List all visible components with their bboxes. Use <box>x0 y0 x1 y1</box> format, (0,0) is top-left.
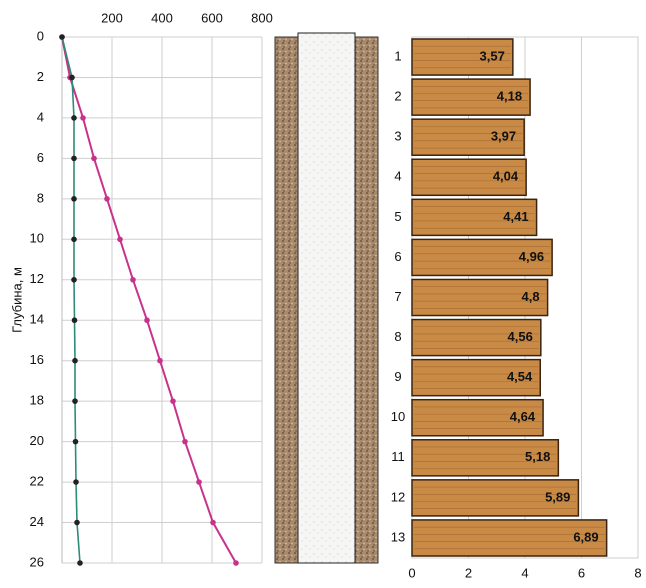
point <box>233 560 239 566</box>
value-label: 4,56 <box>508 329 533 344</box>
value-label: 4,04 <box>493 169 519 184</box>
y-tick-label: 22 <box>30 474 44 489</box>
value-label: 3,57 <box>480 48 505 63</box>
x-tick-label: 8 <box>634 565 641 580</box>
x-tick-label: 4 <box>521 565 528 580</box>
category-label: 6 <box>394 249 401 264</box>
y-tick-label: 8 <box>37 190 44 205</box>
y-tick-label: 26 <box>30 554 44 569</box>
point <box>71 156 77 162</box>
x-tick-label: 2 <box>465 565 472 580</box>
point <box>74 520 80 526</box>
category-label: 3 <box>394 129 401 144</box>
point <box>182 439 188 445</box>
category-label: 1 <box>394 48 401 63</box>
point <box>71 237 77 243</box>
value-label: 4,41 <box>503 209 528 224</box>
value-label: 4,54 <box>507 369 533 384</box>
point <box>80 115 86 121</box>
point <box>130 277 136 283</box>
category-label: 4 <box>394 169 401 184</box>
x-tick-label: 6 <box>578 565 585 580</box>
value-label: 4,96 <box>519 249 544 264</box>
point <box>73 479 79 485</box>
point <box>157 358 163 364</box>
y-tick-label: 18 <box>30 393 44 408</box>
y-tick-label: 4 <box>37 109 44 124</box>
point <box>71 196 77 202</box>
point <box>104 196 110 202</box>
well-diagram <box>275 33 378 563</box>
figure: Глубина, м 02468101214161820222426200400… <box>0 0 646 583</box>
point <box>72 317 78 323</box>
value-label: 5,89 <box>545 489 570 504</box>
point <box>71 115 77 121</box>
x-tick-label: 400 <box>151 10 173 25</box>
y-tick-label: 6 <box>37 150 44 165</box>
value-label: 5,18 <box>525 449 550 464</box>
point <box>72 398 78 404</box>
value-label: 4,8 <box>522 289 540 304</box>
category-label: 10 <box>391 409 405 424</box>
x-tick-label: 600 <box>201 10 223 25</box>
x-tick-label: 200 <box>101 10 123 25</box>
x-tick-label: 800 <box>251 10 273 25</box>
point <box>117 237 123 243</box>
category-label: 8 <box>394 329 401 344</box>
category-label: 7 <box>394 289 401 304</box>
point <box>91 156 97 162</box>
category-label: 9 <box>394 369 401 384</box>
y-tick-label: 24 <box>30 514 44 529</box>
point <box>196 479 202 485</box>
category-label: 12 <box>391 489 405 504</box>
point <box>73 439 79 445</box>
y-tick-label: 2 <box>37 69 44 84</box>
point <box>59 34 65 40</box>
y-axis-label: Глубина, м <box>9 267 24 333</box>
series-line <box>62 37 236 563</box>
category-label: 13 <box>391 529 405 544</box>
category-label: 11 <box>391 449 405 464</box>
point <box>72 358 78 364</box>
value-label: 6,89 <box>573 529 598 544</box>
x-tick-label: 0 <box>408 565 415 580</box>
category-label: 5 <box>394 209 401 224</box>
point <box>71 277 77 283</box>
y-tick-label: 0 <box>37 28 44 43</box>
y-tick-label: 20 <box>30 433 44 448</box>
category-label: 2 <box>394 89 401 104</box>
y-tick-label: 10 <box>30 231 44 246</box>
point <box>210 520 216 526</box>
point <box>170 398 176 404</box>
point <box>144 317 150 323</box>
y-tick-label: 12 <box>30 271 44 286</box>
point <box>77 560 83 566</box>
value-label: 4,64 <box>510 409 536 424</box>
y-tick-label: 14 <box>30 312 44 327</box>
point <box>69 75 75 81</box>
value-label: 4,18 <box>497 89 522 104</box>
well-bore <box>298 33 355 563</box>
value-label: 3,97 <box>491 129 516 144</box>
y-tick-label: 16 <box>30 352 44 367</box>
